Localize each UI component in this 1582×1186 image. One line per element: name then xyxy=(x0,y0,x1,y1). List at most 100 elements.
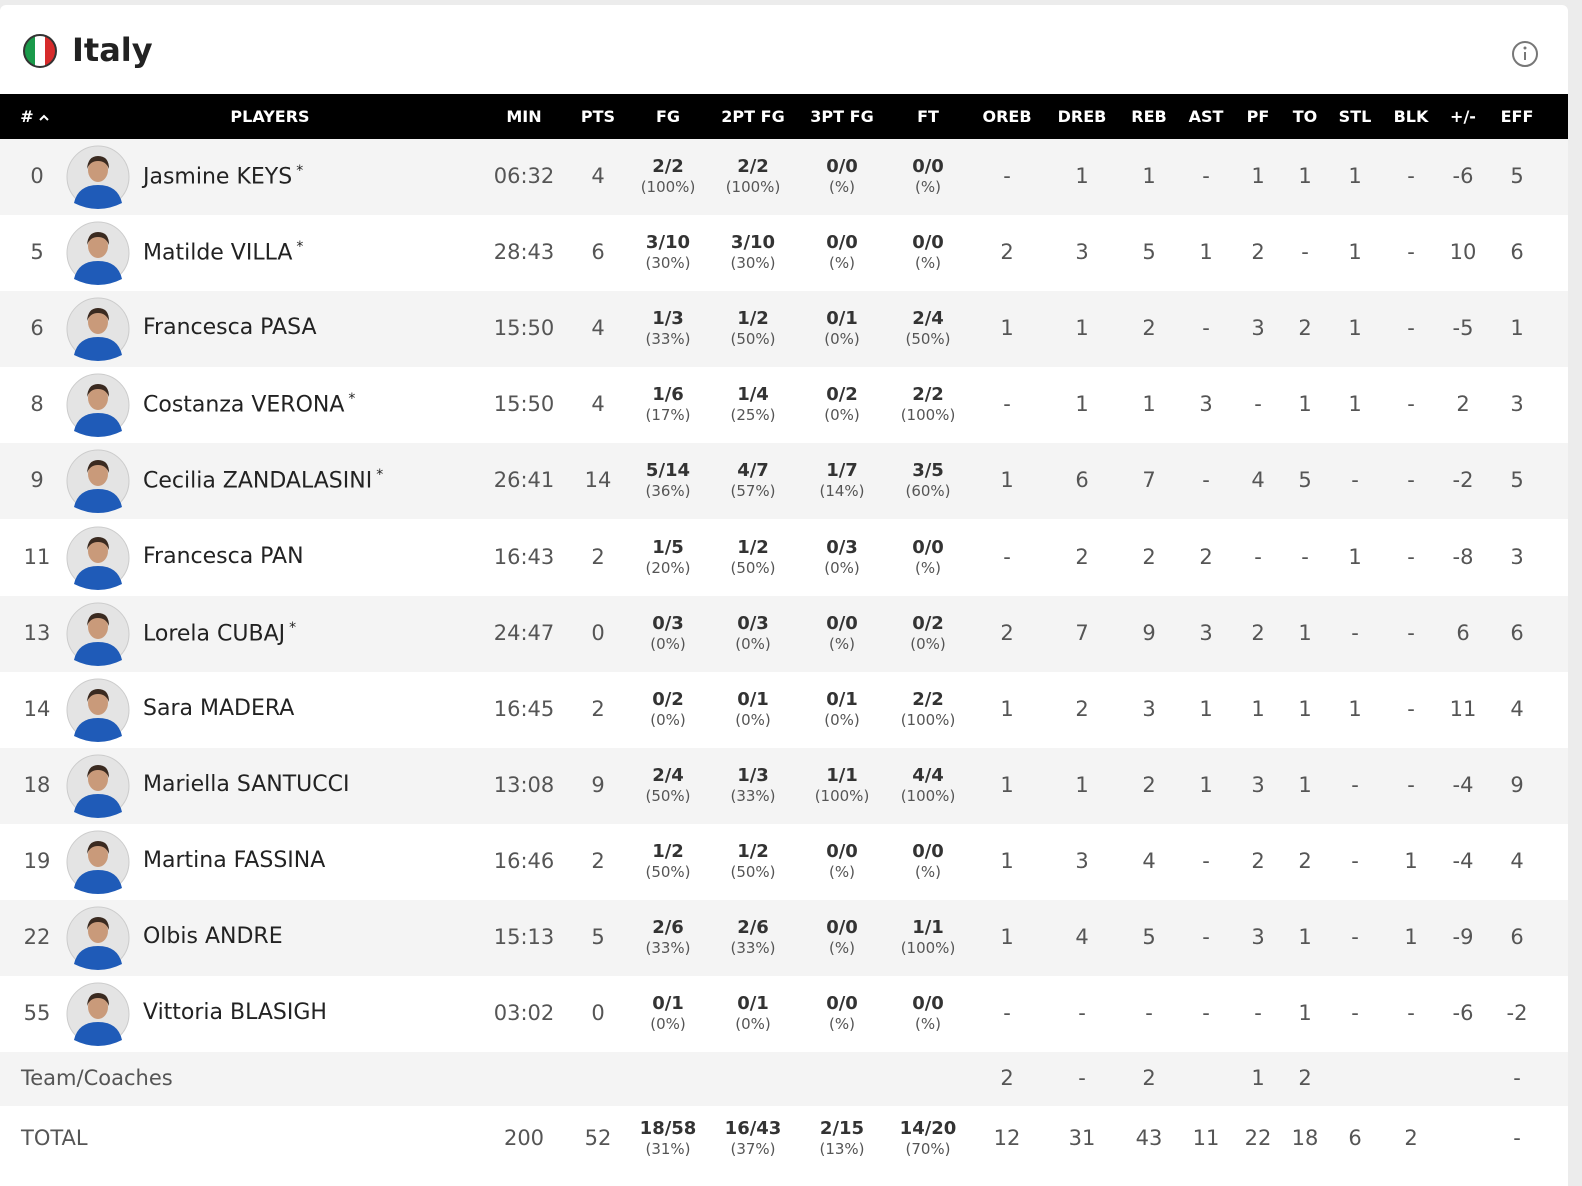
player-row[interactable]: 55 Vittoria BLASIGH 03:02 0 0/1 (0%) 0/1 (0%) 0/… xyxy=(0,976,1568,1052)
player-name-text[interactable]: Costanza VERONA xyxy=(143,392,345,418)
shot-percentage: (100%) xyxy=(900,406,956,425)
shot-made-attempted: 1/2 xyxy=(652,840,684,862)
shot-made-attempted: 3/5 xyxy=(912,460,944,482)
column-header[interactable]: # xyxy=(20,107,34,126)
player-row[interactable]: 11 Francesca PAN 16:43 2 1/5 (20%) 1/2 (50%) 0/3… xyxy=(0,520,1568,596)
stat-value: 28:43 xyxy=(493,240,555,265)
stat-value: 2 xyxy=(1142,1066,1156,1091)
player-name[interactable]: Matilde VILLA * xyxy=(143,239,303,265)
stat-value: 6 xyxy=(1510,620,1524,645)
stat-value: 1 xyxy=(1199,240,1213,265)
column-header[interactable]: 3PT FG xyxy=(810,107,874,126)
column-header[interactable]: OREB xyxy=(982,107,1032,126)
stat-value: 1 xyxy=(1298,164,1312,189)
column-header[interactable]: BLK xyxy=(1393,107,1429,126)
stat-value: 3 xyxy=(1251,772,1265,797)
column-header[interactable]: STL xyxy=(1338,107,1372,126)
player-name-text[interactable]: Cecilia ZANDALASINI xyxy=(143,468,373,494)
stat-value: - xyxy=(1351,772,1359,797)
stat-value: 14 xyxy=(584,468,612,493)
player-name[interactable]: Mariella SANTUCCI xyxy=(143,772,350,797)
shot-percentage: (%) xyxy=(915,178,941,197)
stat-value: 5 xyxy=(591,925,605,950)
stat-value: - xyxy=(1513,1126,1521,1151)
player-name-text[interactable]: Vittoria BLASIGH xyxy=(143,1000,327,1026)
column-header[interactable]: DREB xyxy=(1057,107,1107,126)
player-row[interactable]: 18 Mariella SANTUCCI 13:08 9 2/4 (50%) 1/3 (33%… xyxy=(0,747,1568,824)
shot-made-attempted: 14/20 xyxy=(899,1118,957,1140)
stat-value: 5 xyxy=(1298,468,1312,493)
player-name[interactable]: Costanza VERONA * xyxy=(143,391,355,417)
player-row[interactable]: 14 Sara MADERA 16:45 2 0/2 (0%) 0/1 (0%) 0/1 (0%)… xyxy=(0,672,1568,748)
column-header[interactable]: FT xyxy=(917,107,939,126)
stat-value: 1 xyxy=(1348,316,1362,341)
shot-made-attempted: 2/2 xyxy=(737,156,769,178)
column-header[interactable]: REB xyxy=(1131,107,1167,126)
player-row[interactable]: 22 Olbis ANDRE 15:13 5 2/6 (33%) 2/6 (33%) 0/0 (%… xyxy=(0,900,1568,977)
player-row[interactable]: 9 Cecilia ZANDALASINI * 26:41 14 5/14 (36%) 4/7… xyxy=(0,443,1568,520)
shot-made-attempted: 0/2 xyxy=(912,612,944,634)
player-name[interactable]: Vittoria BLASIGH xyxy=(143,1000,327,1025)
shot-made-attempted: 2/6 xyxy=(652,917,684,939)
player-name-text[interactable]: Olbis ANDRE xyxy=(143,924,283,950)
shot-percentage: (%) xyxy=(915,862,941,881)
player-name[interactable]: Olbis ANDRE xyxy=(143,924,283,949)
column-header[interactable]: AST xyxy=(1188,107,1224,126)
info-button[interactable] xyxy=(1510,39,1540,69)
stat-value: - xyxy=(1407,772,1415,797)
column-header[interactable]: TO xyxy=(1292,107,1318,126)
stat-value: 2 xyxy=(1251,620,1265,645)
player-row[interactable]: 0 Jasmine KEYS * 06:32 4 2/2 (100%) 2/2 (100%) 0/… xyxy=(0,139,1568,216)
player-photo xyxy=(66,221,130,286)
column-header[interactable]: MIN xyxy=(506,107,542,126)
player-name[interactable]: Martina FASSINA xyxy=(143,848,325,873)
column-header[interactable]: EFF xyxy=(1500,107,1534,126)
starter-mark: * xyxy=(289,619,297,636)
column-header[interactable]: PLAYERS xyxy=(230,107,310,126)
column-header[interactable]: +/- xyxy=(1450,107,1476,126)
shot-percentage: (100%) xyxy=(900,939,956,958)
player-name-text[interactable]: Sara MADERA xyxy=(143,695,295,721)
player-name[interactable]: Francesca PAN xyxy=(143,544,304,569)
player-name[interactable]: Jasmine KEYS * xyxy=(143,163,303,189)
player-row[interactable]: 8 Costanza VERONA * 15:50 4 1/6 (17%) 1/4 (25%) 0… xyxy=(0,367,1568,443)
player-row[interactable]: 13 Lorela CUBAJ * 24:47 0 0/3 (0%) 0/3 (0%) 0/0 (%… xyxy=(0,595,1568,672)
stat-value: 06:32 xyxy=(493,164,555,189)
player-name[interactable]: Lorela CUBAJ * xyxy=(143,620,296,646)
player-name[interactable]: Francesca PASA xyxy=(143,315,317,340)
stat-value: 6 xyxy=(1510,240,1524,265)
player-name-text[interactable]: Jasmine KEYS xyxy=(143,164,293,190)
player-name[interactable]: Sara MADERA xyxy=(143,696,294,721)
stat-value: 2 xyxy=(1456,392,1470,417)
player-photo xyxy=(66,449,130,514)
player-row[interactable]: 19 Martina FASSINA 16:46 2 1/2 (50%) 1/2 (50%) 0… xyxy=(0,824,1568,900)
player-name-text[interactable]: Mariella SANTUCCI xyxy=(143,771,350,797)
player-name-text[interactable]: Francesca PAN xyxy=(143,543,304,569)
summary-row: TOTAL 200 52 18/58 (31%) 16/43 (37%) 2/15 (13%) 1… xyxy=(0,1106,1568,1172)
column-header[interactable]: FG xyxy=(655,107,681,126)
team-title: Italy xyxy=(72,31,153,69)
stat-value: -8 xyxy=(1452,544,1474,569)
stat-value: - xyxy=(1351,620,1359,645)
player-name-text[interactable]: Martina FASSINA xyxy=(143,847,326,873)
boxscore-card: Italy # PLAYERS MIN PTS FG 2PT FG 3PT FG FT OREB… xyxy=(0,5,1568,1186)
column-header[interactable]: PTS xyxy=(580,107,616,126)
player-row[interactable]: 5 Matilde VILLA * 28:43 6 3/10 (30%) 3/10 (30%) 0… xyxy=(0,215,1568,291)
shot-percentage: (%) xyxy=(829,254,855,273)
player-name-text[interactable]: Francesca PASA xyxy=(143,315,317,341)
player-name-text[interactable]: Lorela CUBAJ xyxy=(143,620,286,646)
column-header[interactable]: PF xyxy=(1246,107,1270,126)
column-header[interactable]: 2PT FG xyxy=(721,107,785,126)
player-name[interactable]: Cecilia ZANDALASINI * xyxy=(143,467,383,493)
shot-percentage: (0%) xyxy=(650,710,686,729)
stat-value: 10 xyxy=(1449,240,1477,265)
shot-percentage: (%) xyxy=(829,634,855,653)
shot-percentage: (33%) xyxy=(730,786,776,805)
stat-value: - xyxy=(1407,1001,1415,1026)
stat-value: - xyxy=(1003,544,1011,569)
player-row[interactable]: 6 Francesca PASA 15:50 4 1/3 (33%) 1/2 (50%) 0/1… xyxy=(0,291,1568,368)
player-name-text[interactable]: Matilde VILLA xyxy=(143,240,293,266)
sort-caret[interactable] xyxy=(38,112,50,122)
stat-value: 5 xyxy=(1510,164,1524,189)
shot-percentage: (33%) xyxy=(645,939,691,958)
